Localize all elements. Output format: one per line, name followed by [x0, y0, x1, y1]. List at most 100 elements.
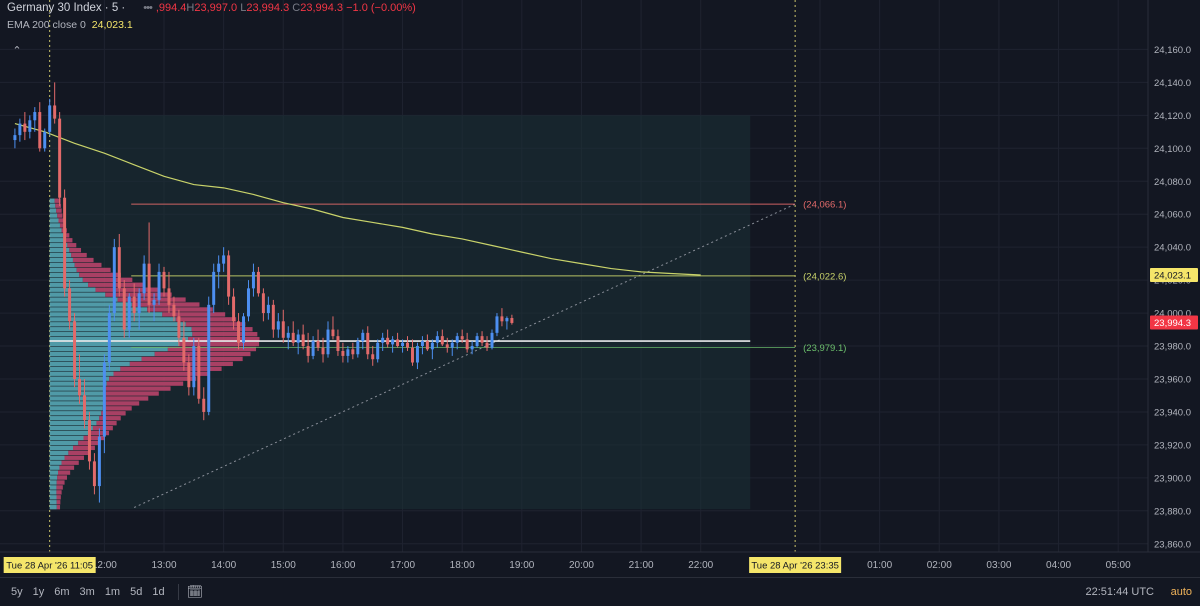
vp-bar-down	[69, 247, 82, 253]
vp-bar-down	[58, 470, 71, 475]
candle-body	[92, 461, 96, 487]
bottom-toolbar: 5y 1y 6m 3m 1m 5d 1d 🗓 22:51:44 UTC auto	[0, 577, 1200, 606]
period-5y[interactable]: 5y	[11, 586, 23, 598]
candle-body	[73, 321, 77, 379]
candle-body	[48, 105, 52, 132]
candle-body	[212, 271, 216, 305]
candle-body	[306, 346, 310, 356]
vp-bar-up	[49, 391, 105, 396]
vp-bar-down	[54, 198, 61, 203]
ema-row[interactable]: EMA 200 close 0 24,023.1	[0, 17, 416, 34]
candle-body	[33, 112, 37, 121]
vp-bar-down	[154, 351, 251, 357]
time-tick-label: 01:00	[867, 560, 892, 571]
period-1y[interactable]: 1y	[32, 586, 45, 598]
vp-bar-up	[49, 470, 59, 475]
candle-body	[321, 347, 325, 355]
utc-clock[interactable]: 22:51:44 UTC	[1085, 586, 1154, 598]
vp-bar-down	[96, 421, 117, 426]
price-tick-label: 24,120.0	[1154, 111, 1191, 122]
vp-bar-down	[64, 455, 84, 460]
auto-scale-button[interactable]: auto	[1170, 586, 1192, 598]
symbol-title[interactable]: Germany 30 Index · 5 ·	[7, 2, 126, 14]
vp-bar-down	[104, 391, 159, 396]
vp-bar-down	[88, 282, 145, 287]
candle-body	[217, 263, 221, 272]
candle-body	[43, 131, 47, 149]
vp-bar-down	[101, 411, 126, 416]
candle-body	[286, 332, 290, 338]
candle-body	[167, 288, 171, 305]
vp-bar-up	[49, 341, 180, 347]
candle-body	[117, 247, 121, 289]
candle-body	[341, 350, 345, 356]
price-tick-label: 23,980.0	[1154, 342, 1191, 353]
vp-bar-down	[99, 416, 121, 421]
candle-body	[182, 337, 186, 363]
price-tick-label: 23,940.0	[1154, 407, 1191, 418]
candle-body	[58, 118, 62, 198]
period-3m[interactable]: 3m	[79, 586, 95, 598]
vp-bar-up	[49, 218, 59, 223]
vp-bar-up	[49, 317, 176, 322]
vp-bar-up	[49, 262, 75, 268]
time-axis	[0, 552, 1200, 577]
vp-bar-up	[49, 416, 100, 421]
vp-bar-down	[113, 371, 210, 376]
vp-bar-up	[49, 430, 89, 436]
vp-bar-up	[49, 406, 103, 411]
time-tick-label: 14:00	[211, 560, 236, 571]
candle-body	[366, 332, 370, 355]
vp-bar-down	[117, 297, 186, 302]
calendar-range-icon[interactable]: 🗓	[186, 584, 204, 599]
period-5d[interactable]: 5d	[130, 586, 143, 598]
vp-bar-down	[191, 327, 253, 332]
vp-bar-down	[65, 238, 73, 243]
time-tick-label: 13:00	[151, 560, 176, 571]
candle-body	[480, 336, 484, 343]
vp-bar-down	[56, 505, 61, 510]
vp-bar-up	[49, 495, 57, 500]
chevron-up-icon[interactable]: ⌃	[12, 45, 22, 57]
vp-bar-up	[49, 455, 65, 460]
price-tick-label: 24,080.0	[1154, 177, 1191, 188]
vp-bar-up	[49, 465, 60, 470]
candle-body	[28, 120, 32, 132]
vp-bar-up	[49, 435, 84, 441]
time-tick-label: 22:00	[688, 560, 713, 571]
vp-bar-down	[95, 287, 158, 292]
mid-level-label: (24,022.6)	[803, 271, 846, 282]
price-chart[interactable]: (24,066.1) (24,022.6) (23,979.1) 23,860.0 23…	[0, 0, 1200, 577]
vp-bar-down	[56, 495, 61, 500]
period-1m[interactable]: 1m	[104, 586, 121, 598]
candle-body	[490, 332, 494, 348]
time-tick-label: 04:00	[1046, 560, 1071, 571]
candle-body	[475, 336, 479, 347]
vp-bar-up	[49, 287, 96, 292]
time-tick-label: 02:00	[927, 560, 952, 571]
period-6m[interactable]: 6m	[54, 586, 70, 598]
candle-body	[450, 342, 454, 348]
time-badge-start	[3, 557, 96, 573]
vp-bar-up	[49, 336, 189, 342]
candle-body	[386, 337, 390, 345]
vp-bar-up	[49, 257, 73, 263]
vp-bar-up	[49, 213, 58, 218]
vp-bar-up	[49, 361, 130, 367]
candle-body	[197, 346, 201, 399]
price-badge	[1150, 315, 1198, 330]
more-options-icon[interactable]: •••	[143, 2, 153, 14]
low-label: L	[240, 2, 247, 14]
candle-body	[301, 334, 305, 347]
candle-body	[202, 398, 206, 412]
price-tick-label: 24,040.0	[1154, 243, 1191, 254]
candle-body	[157, 271, 161, 300]
vp-bar-down	[63, 233, 70, 238]
candle-body	[396, 339, 400, 347]
period-1d[interactable]: 1d	[152, 586, 165, 598]
change-value: −1.0 (−0.00%)	[346, 2, 416, 14]
candle-body	[261, 293, 265, 314]
candle-body	[311, 341, 315, 356]
vp-bar-up	[49, 297, 118, 302]
candle-body	[107, 313, 111, 363]
